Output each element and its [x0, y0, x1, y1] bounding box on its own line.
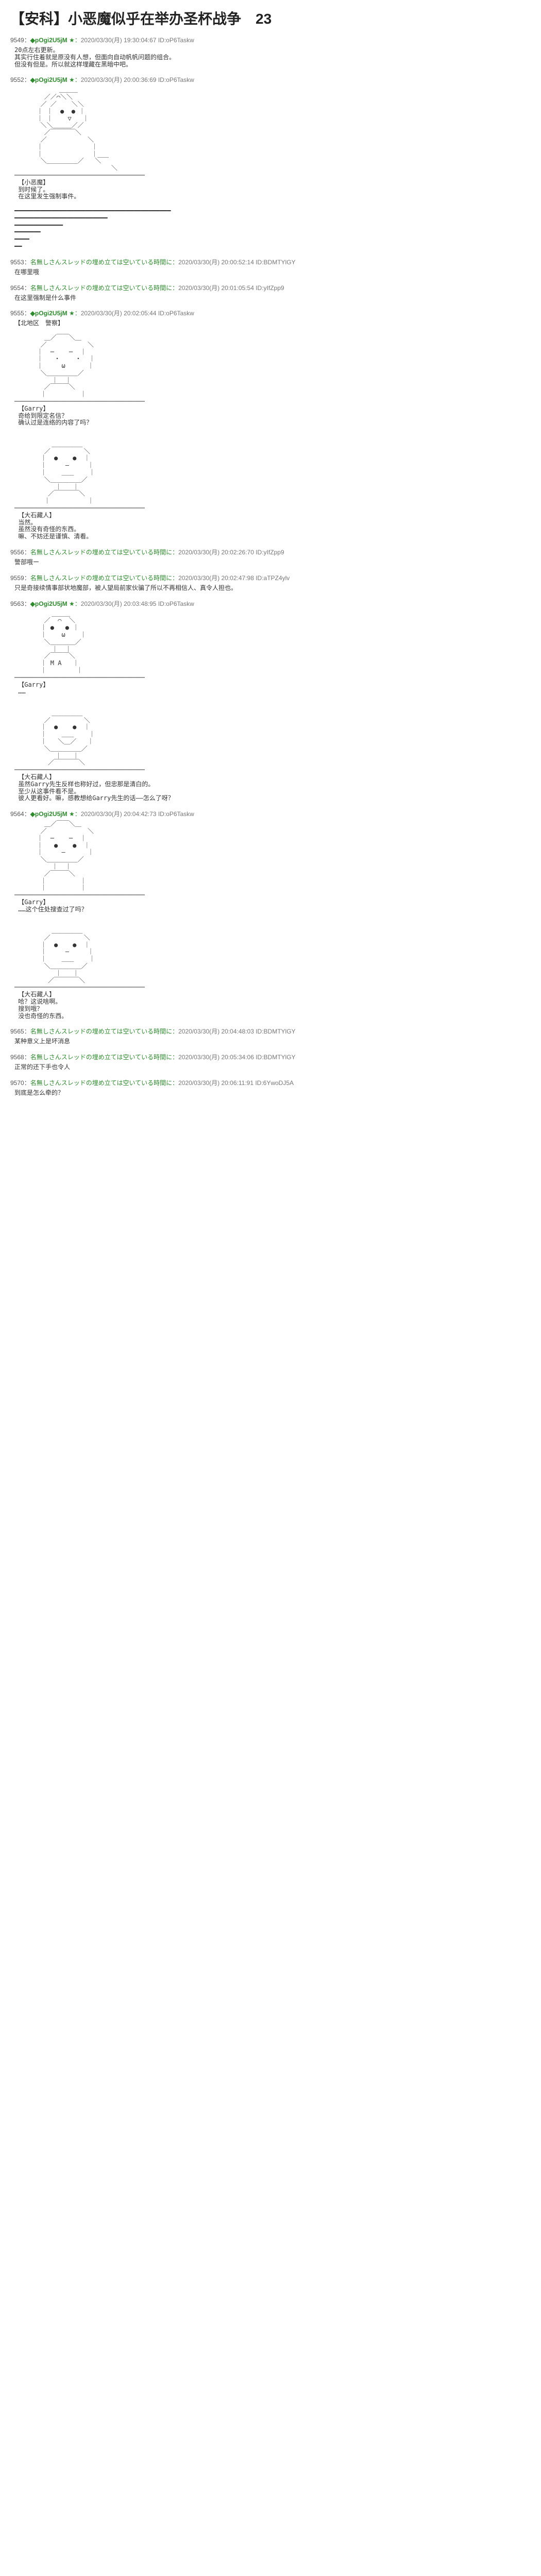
post-body: 正常的还下手也令人 [10, 1064, 531, 1071]
post-number[interactable]: 9555： [10, 310, 30, 317]
anon-name: 名無しさんスレッドの埋め立ては空いている時間に： [30, 284, 178, 292]
post-header: 9556：名無しさんスレッドの埋め立ては空いている時間に：2020/03/30(… [10, 548, 531, 557]
tripcode: ◆pOgi2U5jM [30, 37, 69, 44]
post-header: 9563：◆pOgi2U5jM ★：2020/03/30(月) 20:03:48… [10, 599, 531, 608]
post: 9556：名無しさんスレッドの埋め立ては空いている時間に：2020/03/30(… [0, 546, 541, 571]
post-body: ＿／￣￣＼＿ ／ ＼ ｜ ─ ─ ｜ ｜ ● ● ｜ ｜ ― ｜ ＼＿＿＿＿＿／… [10, 821, 531, 1020]
post-number[interactable]: 9568： [10, 1054, 30, 1061]
post-number[interactable]: 9552： [10, 76, 30, 83]
post-body: 20点左右更新。 其实行住着就是原没有人想，但面向自动帆帆问题的组合。 但没有但… [10, 47, 531, 68]
tripcode: ◆pOgi2U5jM [30, 810, 69, 818]
post-header: 9568：名無しさんスレッドの埋め立ては空いている時間に：2020/03/30(… [10, 1053, 531, 1062]
post: 9554：名無しさんスレッドの埋め立ては空いている時間に：2020/03/30(… [0, 281, 541, 307]
post-header: 9564：◆pOgi2U5jM ★：2020/03/30(月) 20:04:42… [10, 809, 531, 819]
post-number[interactable]: 9559： [10, 574, 30, 582]
post-body: ＿＿＿ ／／⌒＼＼ ／ ／ ＼＼ ｜ ｜ ● ● ｜ ｜ ｜ ▽ ｜ ＼＼＿＿＿… [10, 87, 531, 250]
post-header: 9559：名無しさんスレッドの埋め立ては空いている時間に：2020/03/30(… [10, 573, 531, 583]
post-body: 到底是怎么牵的？ [10, 1090, 531, 1097]
thread-title: 【安科】小恶魔似乎在举办圣杯战争 23 [0, 0, 541, 33]
post-number[interactable]: 9554： [10, 284, 30, 292]
post-body: 在哪里哦 [10, 269, 531, 276]
star-icon: ★： [69, 600, 81, 607]
post-date-id: 2020/03/30(月) 20:04:48:03 ID:BDMTYlGY [178, 1028, 295, 1035]
star-icon: ★： [69, 810, 81, 818]
post-body: 某种意义上是坏消息 [10, 1038, 531, 1045]
anon-name: 名無しさんスレッドの埋め立ては空いている時間に： [30, 1054, 178, 1061]
tripcode: ◆pOgi2U5jM [30, 600, 69, 607]
anon-name: 名無しさんスレッドの埋め立ては空いている時間に： [30, 574, 178, 582]
anon-name: 名無しさんスレッドの埋め立ては空いている時間に： [30, 259, 178, 266]
post-number[interactable]: 9565： [10, 1028, 30, 1035]
post-header: 9549：◆pOgi2U5jM ★：2020/03/30(月) 19:30:04… [10, 36, 531, 45]
post-date-id: 2020/03/30(月) 20:02:47:98 ID:aTPZ4ylv [178, 574, 290, 582]
post-date-id: 2020/03/30(月) 20:05:34:06 ID:BDMTYlGY [178, 1054, 295, 1061]
post-number[interactable]: 9563： [10, 600, 30, 607]
post-body: 警部哦ー [10, 559, 531, 566]
post-date-id: 2020/03/30(月) 20:06:11:91 ID:6YwoDJ5A [178, 1079, 294, 1087]
post: 9564：◆pOgi2U5jM ★：2020/03/30(月) 20:04:42… [0, 807, 541, 1025]
tripcode: ◆pOgi2U5jM [30, 76, 69, 83]
post-date-id: 2020/03/30(月) 20:02:26:70 ID:yIfZpp9 [178, 549, 284, 556]
post-date-id: 2020/03/30(月) 20:00:52:14 ID:BDMTYlGY [178, 259, 295, 266]
post: 9563：◆pOgi2U5jM ★：2020/03/30(月) 20:03:48… [0, 597, 541, 808]
star-icon: ★： [69, 76, 81, 83]
post: 9555：◆pOgi2U5jM ★：2020/03/30(月) 20:02:05… [0, 307, 541, 546]
post-number[interactable]: 9564： [10, 810, 30, 818]
anon-name: 名無しさんスレッドの埋め立ては空いている時間に： [30, 1079, 178, 1087]
post-date-id: 2020/03/30(月) 20:03:48:95 ID:oP6Taskw [81, 600, 194, 607]
post-body: ＿＿＿ ／ ⌒ ＼ ｜ ● ● ｜ ｜ ω ｜ ＼＿＿＿＿／ ｜ ｜ ／￣￣￣＼… [10, 611, 531, 803]
post: 9565：名無しさんスレッドの埋め立ては空いている時間に：2020/03/30(… [0, 1025, 541, 1050]
star-icon: ★： [69, 310, 81, 317]
post-body: 【北地区 警察】 ＿／￣￣＼＿ ／ ＼ ｜ ─ ─ ｜ ｜ ・ ・ ｜ ｜ ω … [10, 320, 531, 540]
post-date-id: 2020/03/30(月) 19:30:04:67 ID:oP6Taskw [81, 37, 194, 44]
post: 9552：◆pOgi2U5jM ★：2020/03/30(月) 20:00:36… [0, 73, 541, 255]
post-number[interactable]: 9549： [10, 37, 30, 44]
post-body: 在这里强制是什么事件 [10, 295, 531, 302]
post-header: 9552：◆pOgi2U5jM ★：2020/03/30(月) 20:00:36… [10, 75, 531, 84]
star-icon: ★： [69, 37, 81, 44]
post-header: 9565：名無しさんスレッドの埋め立ては空いている時間に：2020/03/30(… [10, 1027, 531, 1036]
post-date-id: 2020/03/30(月) 20:01:05:54 ID:yIfZpp9 [178, 284, 284, 292]
post-header: 9555：◆pOgi2U5jM ★：2020/03/30(月) 20:02:05… [10, 309, 531, 318]
post: 9568：名無しさんスレッドの埋め立ては空いている時間に：2020/03/30(… [0, 1050, 541, 1076]
post-number[interactable]: 9570： [10, 1079, 30, 1087]
post-header: 9553：名無しさんスレッドの埋め立ては空いている時間に：2020/03/30(… [10, 258, 531, 267]
post: 9559：名無しさんスレッドの埋め立ては空いている時間に：2020/03/30(… [0, 571, 541, 597]
anon-name: 名無しさんスレッドの埋め立ては空いている時間に： [30, 549, 178, 556]
post: 9549：◆pOgi2U5jM ★：2020/03/30(月) 19:30:04… [0, 33, 541, 73]
post-body: 只是奇接续情事部状地魔部，被人望局前家伙骗了所以不再相信人、真令人担也。 [10, 585, 531, 592]
tripcode: ◆pOgi2U5jM [30, 310, 69, 317]
post-header: 9554：名無しさんスレッドの埋め立ては空いている時間に：2020/03/30(… [10, 283, 531, 293]
post-header: 9570：名無しさんスレッドの埋め立ては空いている時間に：2020/03/30(… [10, 1078, 531, 1088]
post-date-id: 2020/03/30(月) 20:00:36:69 ID:oP6Taskw [81, 76, 194, 83]
post-number[interactable]: 9553： [10, 259, 30, 266]
posts-container: 9549：◆pOgi2U5jM ★：2020/03/30(月) 19:30:04… [0, 33, 541, 1102]
post-date-id: 2020/03/30(月) 20:04:42:73 ID:oP6Taskw [81, 810, 194, 818]
post: 9570：名無しさんスレッドの埋め立ては空いている時間に：2020/03/30(… [0, 1076, 541, 1102]
anon-name: 名無しさんスレッドの埋め立ては空いている時間に： [30, 1028, 178, 1035]
post-date-id: 2020/03/30(月) 20:02:05:44 ID:oP6Taskw [81, 310, 194, 317]
post: 9553：名無しさんスレッドの埋め立ては空いている時間に：2020/03/30(… [0, 256, 541, 281]
post-number[interactable]: 9556： [10, 549, 30, 556]
